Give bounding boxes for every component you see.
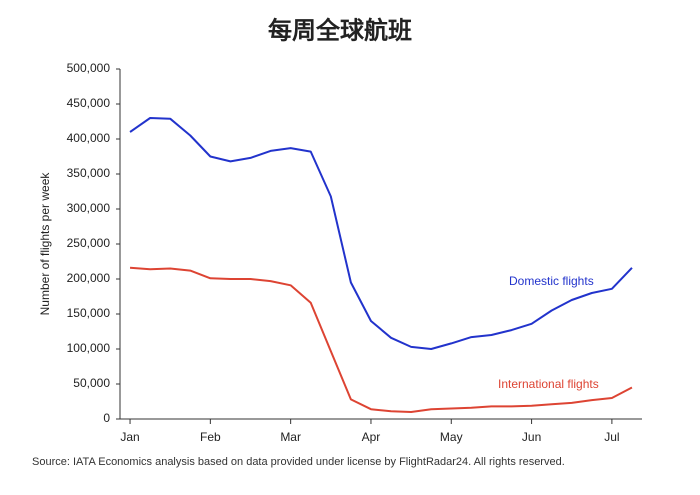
- y-tick-label: 450,000: [67, 96, 111, 110]
- x-tick-label: Apr: [362, 430, 381, 444]
- series-label: Domestic flights: [509, 274, 594, 288]
- y-tick-label: 0: [103, 411, 110, 425]
- y-tick-label: 250,000: [67, 236, 111, 250]
- chart-title: 每周全球航班: [268, 16, 412, 45]
- y-tick-label: 100,000: [67, 341, 111, 355]
- source-note: Source: IATA Economics analysis based on…: [32, 456, 565, 468]
- x-tick-label: Jan: [120, 430, 139, 444]
- y-tick-label: 400,000: [67, 131, 111, 145]
- y-tick-label: 500,000: [67, 61, 111, 75]
- y-tick-label: 150,000: [67, 306, 111, 320]
- series-line: [129, 117, 633, 350]
- x-tick-label: Mar: [280, 430, 301, 444]
- x-tick-label: Jun: [522, 430, 541, 444]
- x-tick-label: Jul: [604, 430, 619, 444]
- y-tick-label: 200,000: [67, 271, 111, 285]
- x-tick-label: Feb: [200, 430, 221, 444]
- series-label: International flights: [498, 377, 599, 391]
- series-line: [129, 266, 633, 413]
- y-tick-label: 300,000: [67, 201, 111, 215]
- y-axis-label: Number of flights per week: [38, 172, 52, 316]
- x-tick-label: May: [440, 430, 463, 444]
- y-tick-label: 50,000: [73, 376, 110, 390]
- y-tick-label: 350,000: [67, 166, 111, 180]
